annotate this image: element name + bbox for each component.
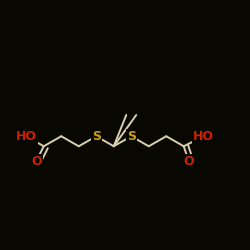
- Text: S: S: [92, 130, 101, 143]
- Text: O: O: [31, 155, 42, 168]
- Text: HO: HO: [193, 130, 214, 143]
- Text: S: S: [127, 130, 136, 143]
- Text: HO: HO: [16, 130, 37, 143]
- Text: O: O: [184, 155, 194, 168]
